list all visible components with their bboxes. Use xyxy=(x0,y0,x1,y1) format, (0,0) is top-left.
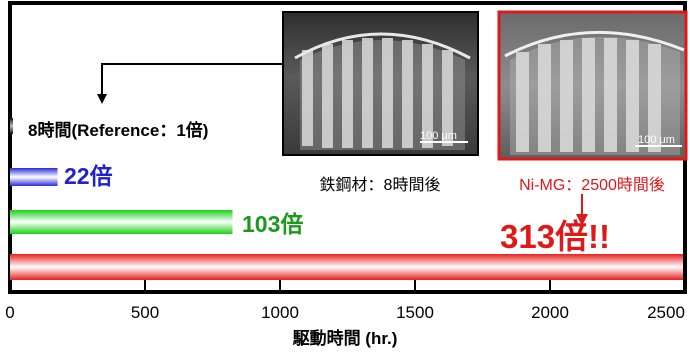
x-tick-label: 1500 xyxy=(396,303,434,322)
x-axis-title: 駆動時間 (hr.) xyxy=(293,328,398,348)
bar-reference xyxy=(10,118,13,134)
bar-green xyxy=(10,210,233,234)
nimg-arrow xyxy=(576,194,588,226)
caption-steel: 鉄鋼材：8時間後 xyxy=(320,176,441,194)
x-tick-label: 1000 xyxy=(261,303,299,322)
svg-text:100 μm: 100 μm xyxy=(638,134,675,146)
caption-nimg: Ni-MG：2500時間後 xyxy=(519,176,665,194)
sem-photo-steel: 100 μm xyxy=(282,11,479,156)
bar-label-red: 313倍!! xyxy=(500,218,610,255)
bar-label-blue: 22倍 xyxy=(64,163,113,189)
bar-red xyxy=(10,254,683,280)
x-tick-label: 0 xyxy=(5,303,14,322)
bar-blue xyxy=(10,168,58,186)
x-tick-label: 2500 xyxy=(647,303,685,322)
bar-label-green: 103倍 xyxy=(242,211,303,237)
svg-text:100 μm: 100 μm xyxy=(420,130,457,142)
x-tick-label: 2000 xyxy=(531,303,569,322)
bar-label-reference: 8時間(Reference：1倍) xyxy=(28,120,208,140)
sem-photo-nimg: 100 μm xyxy=(497,10,688,161)
reference-arrow xyxy=(97,63,282,104)
x-tick-label: 500 xyxy=(131,303,159,322)
